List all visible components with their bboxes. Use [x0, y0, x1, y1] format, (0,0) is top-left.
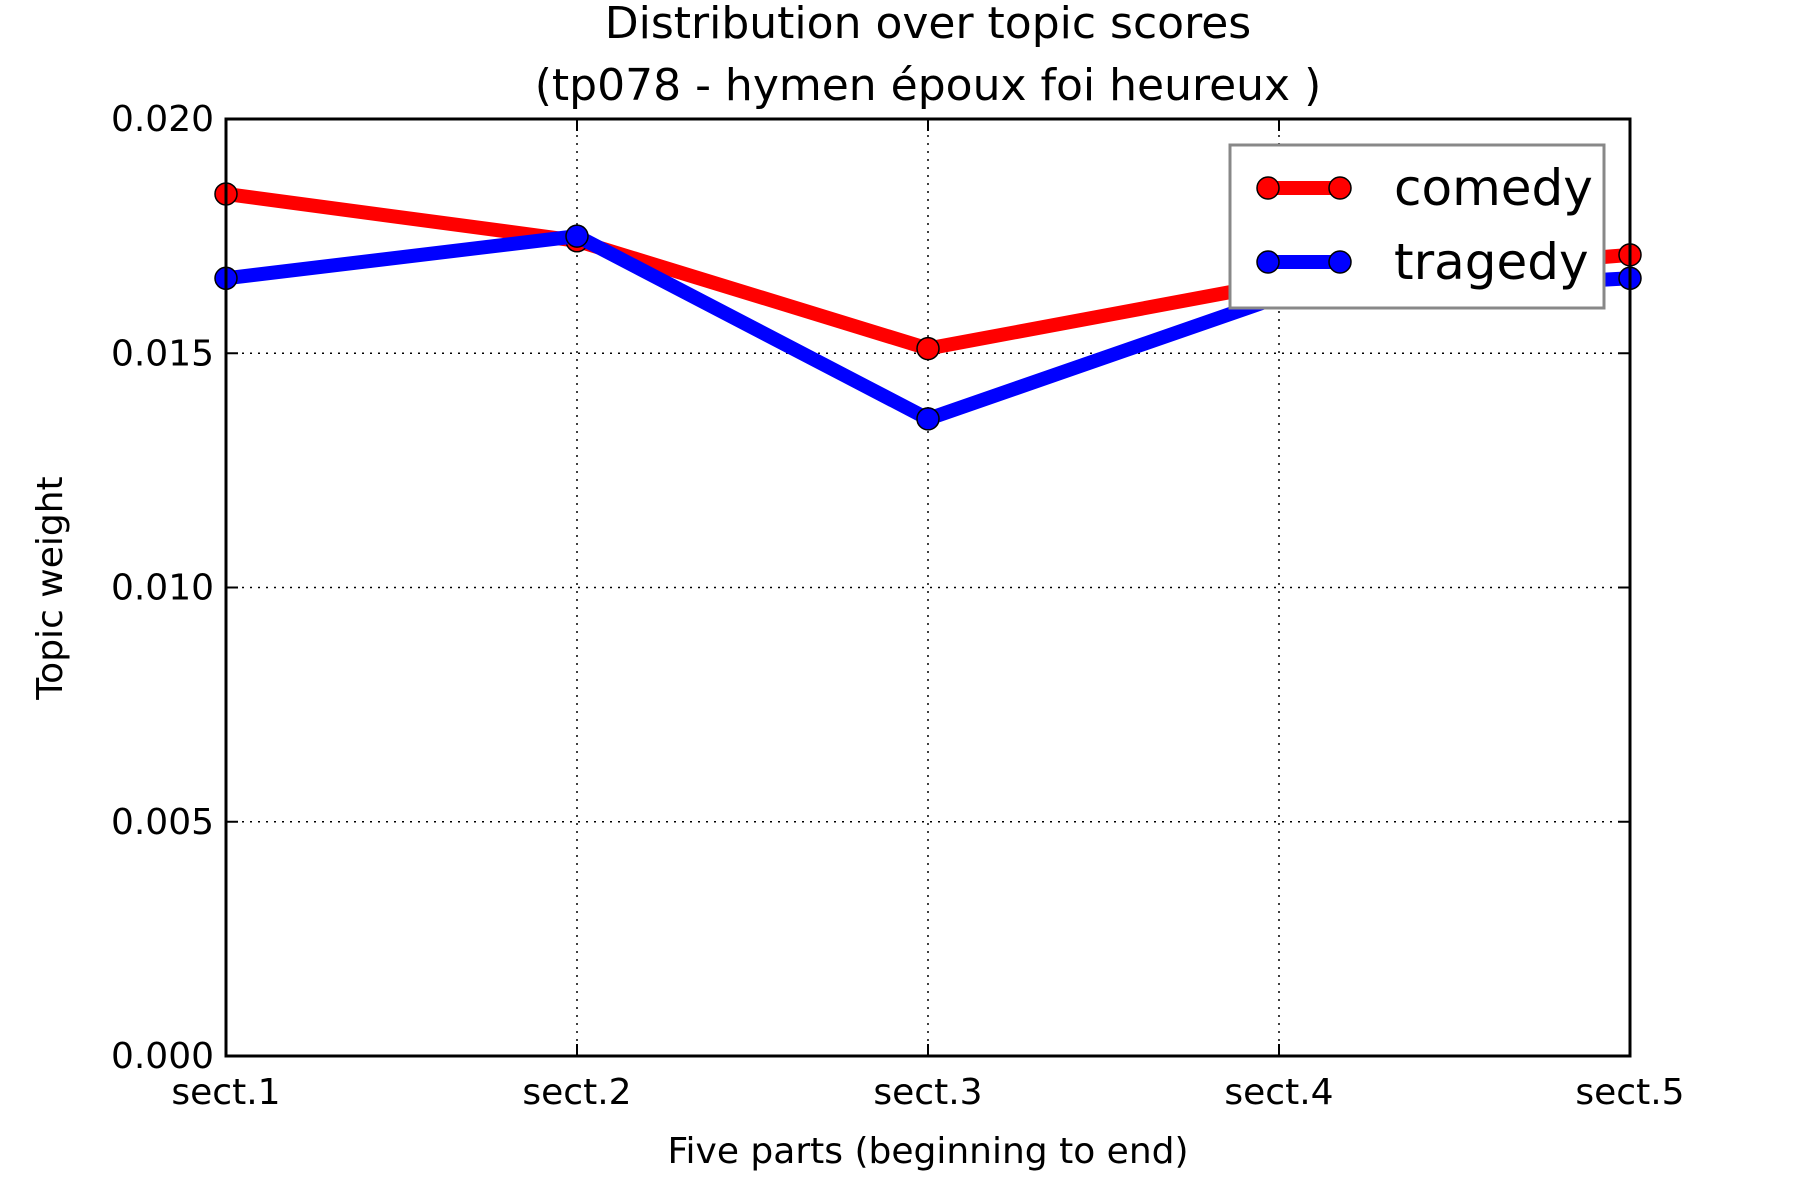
y-tick-label: 0.015: [111, 333, 214, 374]
data-point-tragedy: [916, 407, 940, 431]
y-tick-label: 0.020: [111, 99, 214, 140]
chart-title-line-1: Distribution over topic scores: [605, 0, 1251, 49]
x-tick-label: sect.2: [522, 1072, 631, 1113]
x-tick-label: sect.4: [1224, 1072, 1333, 1113]
legend-marker-comedy: [1256, 176, 1280, 200]
legend-box: [1228, 143, 1606, 310]
x-tick-label: sect.3: [873, 1072, 982, 1113]
data-point-comedy: [916, 336, 940, 361]
x-axis-label: Five parts (beginning to end): [667, 1131, 1188, 1172]
legend-marker-tragedy: [1256, 250, 1280, 274]
data-point-tragedy: [565, 224, 589, 248]
gridlines: [226, 119, 1630, 1056]
y-tick-label: 0.010: [111, 568, 214, 609]
legend-label-comedy: comedy: [1394, 159, 1593, 217]
y-tick-label: 0.005: [111, 802, 214, 843]
legend-marker-tragedy: [1328, 250, 1352, 274]
x-tick-label: sect.5: [1575, 1072, 1684, 1113]
y-tick-label: 0.000: [111, 1036, 214, 1077]
y-axis-label: Topic weight: [30, 476, 71, 700]
x-axis: sect.1 sect.2 sect.3 sect.4 sect.5: [171, 119, 1685, 1113]
y-axis: 0.000 0.005 0.010 0.015 0.020: [111, 99, 1630, 1077]
legend-label-tragedy: tragedy: [1394, 233, 1589, 291]
chart-title-line-2: (tp078 - hymen époux foi heureux ): [535, 60, 1321, 111]
x-tick-label: sect.1: [171, 1072, 280, 1113]
legend-marker-comedy: [1328, 176, 1352, 200]
legend: comedy tragedy: [1228, 143, 1606, 310]
